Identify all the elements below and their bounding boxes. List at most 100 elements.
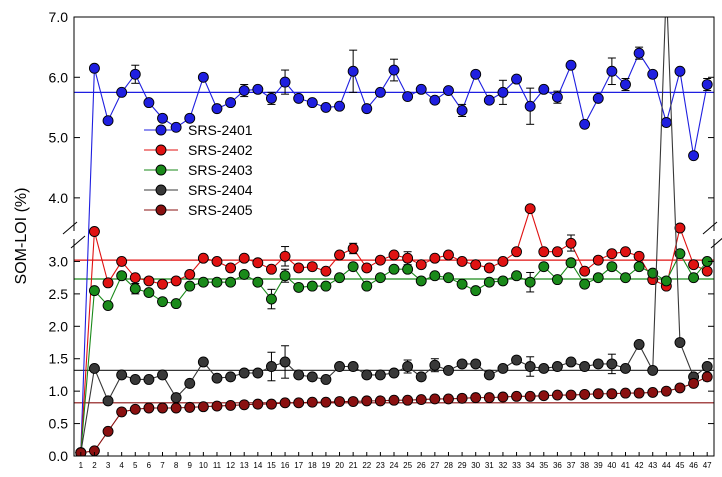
- data-point: [279, 356, 291, 368]
- data-point: [565, 257, 577, 269]
- data-point: [633, 387, 645, 399]
- data-point: [674, 337, 686, 348]
- data-point: [334, 249, 345, 261]
- legend-label: SRS-2402: [188, 142, 253, 158]
- data-point: [688, 259, 700, 271]
- data-point: [225, 276, 237, 288]
- data-point: [374, 86, 386, 98]
- legend-entry-srs-2402: SRS-2402: [144, 142, 253, 158]
- x-tick-label: 27: [430, 461, 439, 470]
- data-point: [374, 272, 386, 284]
- x-tick-label: 40: [607, 461, 616, 470]
- data-point: [606, 388, 618, 400]
- data-point: [565, 59, 577, 71]
- data-point: [511, 390, 523, 402]
- data-point: [660, 275, 672, 287]
- data-point: [265, 398, 277, 410]
- data-point: [265, 361, 277, 372]
- data-point: [225, 97, 237, 109]
- x-tick-label: 13: [240, 461, 249, 470]
- data-point: [647, 68, 659, 80]
- x-tick-label: 11: [213, 461, 222, 470]
- data-point: [443, 272, 454, 284]
- data-point: [633, 250, 645, 262]
- data-point: [415, 83, 427, 95]
- data-point: [415, 394, 427, 406]
- x-tick-label: 42: [635, 461, 644, 470]
- plot-frame: [73, 16, 715, 457]
- data-point: [88, 363, 100, 374]
- data-point: [129, 68, 141, 80]
- y-tick-label: 2.0: [49, 318, 69, 334]
- data-point: [184, 268, 196, 280]
- legend-marker: [155, 164, 167, 176]
- data-point: [157, 369, 168, 381]
- data-point: [388, 263, 400, 275]
- data-point: [497, 256, 509, 267]
- x-tick-label: 36: [553, 461, 562, 470]
- data-point: [688, 272, 700, 284]
- legend-marker: [155, 144, 167, 156]
- data-point: [429, 359, 441, 371]
- data-point: [225, 262, 237, 274]
- legend-label: SRS-2405: [188, 202, 253, 218]
- data-point: [197, 356, 209, 368]
- axis-break-gap-right: [702, 231, 722, 239]
- data-point: [238, 367, 250, 379]
- data-point: [347, 361, 359, 372]
- data-point: [293, 369, 305, 381]
- data-point: [197, 276, 209, 288]
- data-point: [238, 252, 250, 264]
- data-point: [279, 270, 291, 282]
- x-tick-label: 38: [580, 461, 589, 470]
- data-point: [538, 363, 550, 374]
- x-tick-label: 19: [321, 461, 330, 470]
- x-tick-label: 26: [417, 461, 426, 470]
- data-point: [334, 361, 345, 372]
- y-tick-label: 0.5: [49, 416, 69, 432]
- data-point: [620, 387, 631, 399]
- data-point: [197, 401, 209, 413]
- data-point: [565, 237, 577, 249]
- data-point: [647, 267, 659, 279]
- data-point: [443, 364, 454, 376]
- y-tick-label: 1.5: [49, 351, 69, 367]
- data-point: [415, 371, 427, 383]
- data-point: [184, 401, 196, 413]
- data-point: [633, 47, 645, 59]
- data-point: [429, 252, 441, 264]
- x-tick-label: 25: [403, 461, 412, 470]
- data-point: [347, 396, 359, 407]
- series-line: [80, 206, 708, 453]
- data-point: [606, 358, 618, 370]
- x-tick-label: 22: [362, 461, 371, 470]
- data-point: [497, 86, 509, 98]
- data-point: [524, 203, 536, 215]
- y-tick-label: 5.0: [49, 130, 69, 146]
- data-point: [688, 377, 700, 389]
- y-tick-label: 2.5: [49, 286, 69, 302]
- x-tick-label: 23: [376, 461, 385, 470]
- data-point: [701, 361, 713, 372]
- data-point: [347, 243, 359, 254]
- data-point: [374, 254, 386, 266]
- data-point: [551, 361, 563, 372]
- data-point: [674, 65, 686, 77]
- y-tick-label: 4.0: [49, 190, 69, 206]
- x-tick-label: 46: [689, 461, 698, 470]
- data-point: [565, 356, 577, 368]
- legend-marker: [155, 204, 167, 216]
- data-point: [620, 246, 631, 258]
- data-point: [306, 261, 318, 273]
- x-tick-label: 32: [498, 461, 507, 470]
- data-point: [184, 112, 196, 124]
- data-point: [633, 261, 645, 273]
- x-tick-label: 24: [390, 461, 399, 470]
- data-point: [456, 278, 468, 290]
- data-point: [102, 277, 114, 289]
- data-point: [402, 361, 414, 372]
- x-tick-label: 2: [92, 461, 97, 470]
- data-point: [170, 298, 182, 310]
- data-point: [402, 263, 414, 275]
